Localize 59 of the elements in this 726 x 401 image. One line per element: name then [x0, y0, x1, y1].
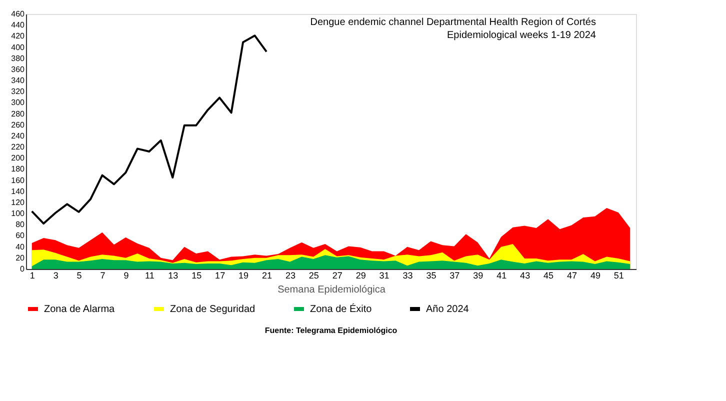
x-tick-label: 15 — [192, 270, 202, 280]
y-tick-label: 240 — [11, 131, 26, 140]
y-tick-label: 80 — [16, 220, 26, 230]
x-tick-label: 35 — [426, 270, 436, 280]
y-tick-label: 140 — [11, 186, 26, 196]
x-tick-label: 7 — [100, 270, 106, 280]
x-tick-label: 17 — [215, 270, 226, 280]
x-tick-label: 43 — [520, 270, 530, 280]
legend-label: Zona de Éxito — [310, 303, 372, 315]
x-tick-label: 41 — [496, 270, 507, 280]
line-series — [30, 34, 268, 225]
y-tick-label: 0 — [20, 264, 26, 274]
x-tick-label: 3 — [53, 270, 58, 280]
x-tick-label: 51 — [614, 270, 624, 280]
y-tick-label: 200 — [11, 154, 26, 163]
y-tick-label: 100 — [11, 209, 26, 218]
x-tick-label: 13 — [168, 270, 178, 280]
y-tick-label: 400 — [11, 42, 26, 52]
y-tick-label: 280 — [11, 109, 26, 118]
x-tick-label: 33 — [402, 270, 413, 280]
x-tick-label: 29 — [356, 270, 366, 280]
y-tick-label: 460 — [11, 10, 26, 18]
x-tick-label: 11 — [145, 270, 154, 280]
y-tick-label: 340 — [11, 76, 26, 86]
y-tick-label: 120 — [11, 198, 26, 207]
y-tick-label: 160 — [11, 176, 26, 185]
y-tick-label: 440 — [11, 20, 26, 30]
y-tick-label: 220 — [11, 142, 26, 152]
legend-label: Zona de Alarma — [44, 304, 116, 315]
y-tick-label: 300 — [11, 98, 26, 108]
x-tick-label: 39 — [473, 270, 484, 280]
y-tick-label: 60 — [16, 231, 26, 240]
chart-title: Dengue endemic channel Departmental Health Region of Cortés — [310, 17, 596, 28]
x-tick-label: 49 — [590, 270, 600, 280]
y-tick-label: 360 — [11, 64, 26, 74]
y-tick-label: 380 — [11, 54, 26, 63]
x-tick-label: 21 — [262, 270, 272, 280]
text: Epidemiological weeks 1-19 2024 — [447, 30, 596, 41]
y-tick-label: 420 — [11, 32, 26, 41]
legend-label: Año 2024 — [426, 304, 470, 315]
x-tick-label: 25 — [308, 270, 319, 280]
x-tick-label: 23 — [285, 270, 296, 280]
y-tick-label: 260 — [11, 120, 26, 130]
legend-label: Zona de Seguridad — [170, 304, 256, 315]
y-tick-label: 180 — [11, 164, 26, 174]
x-tick-label: 9 — [124, 270, 129, 280]
x-tick-label: 27 — [332, 270, 342, 280]
x-tick-label: 19 — [238, 270, 249, 280]
x-tick-label: 45 — [544, 270, 554, 280]
x-axis-title: Semana Epidemiológica — [278, 284, 386, 296]
x-tick-label: 5 — [76, 270, 82, 280]
y-tick-label: 20 — [16, 253, 26, 262]
source-note: Fuente: Telegrama Epidemiológico — [264, 326, 398, 335]
y-tick-label: 40 — [16, 242, 26, 252]
x-tick-label: 31 — [379, 270, 390, 280]
x-tick-label: 37 — [450, 270, 460, 280]
x-tick-label: 1 — [30, 270, 35, 280]
x-tick-label: 47 — [566, 270, 577, 280]
y-tick-label: 320 — [11, 87, 26, 96]
